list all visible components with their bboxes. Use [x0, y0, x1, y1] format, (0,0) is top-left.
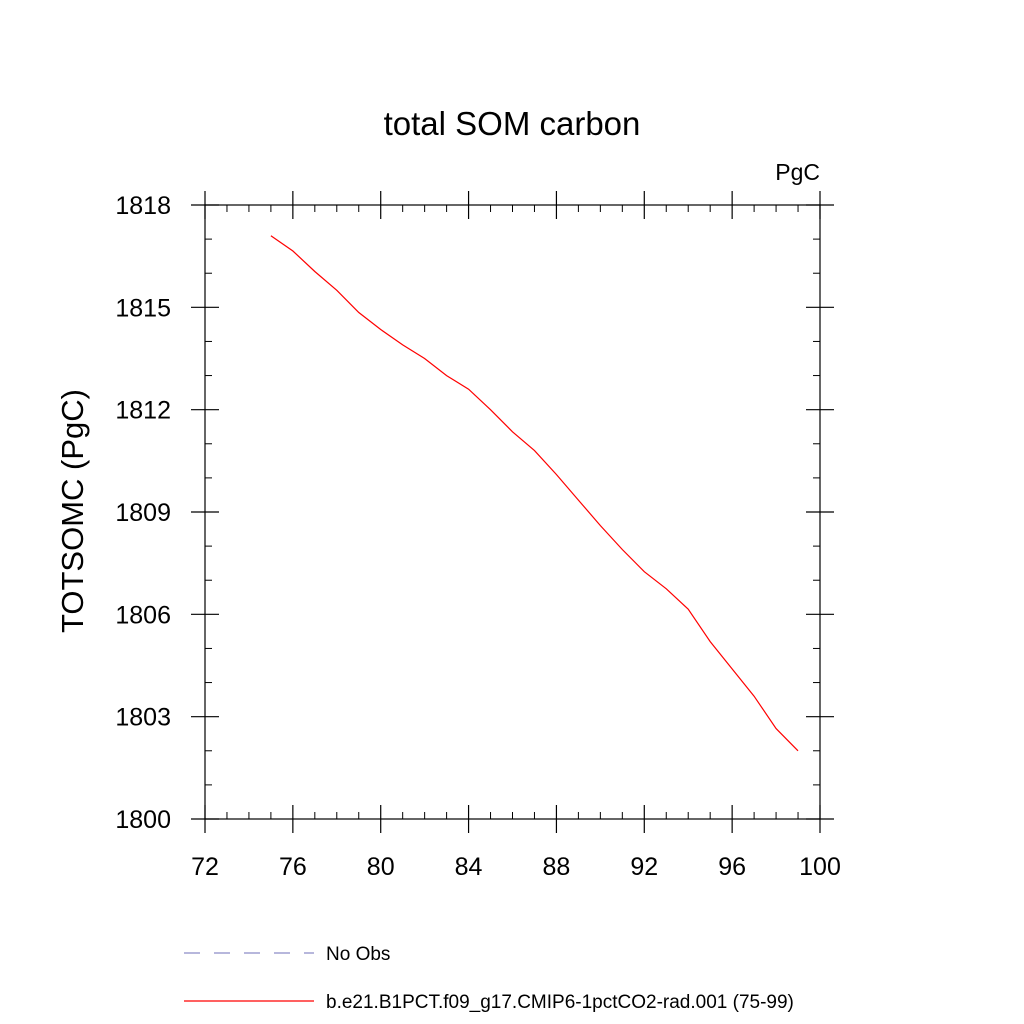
- chart-title: total SOM carbon: [384, 105, 641, 142]
- legend-label: b.e21.B1PCT.f09_g17.CMIP6-1pctCO2-rad.00…: [326, 992, 794, 1013]
- x-tick-label: 96: [718, 853, 746, 881]
- x-tick-label: 100: [799, 853, 841, 881]
- y-axis-label: TOTSOMC (PgC): [55, 389, 90, 633]
- y-tick-label: 1800: [115, 806, 171, 834]
- legend-label: No Obs: [326, 944, 390, 965]
- y-tick-label: 1803: [115, 704, 171, 732]
- y-tick-label: 1818: [115, 192, 171, 220]
- y-tick-label: 1812: [115, 397, 171, 425]
- units-label: PgC: [775, 159, 820, 185]
- y-tick-label: 1809: [115, 499, 171, 527]
- series-line: [270, 235, 799, 752]
- x-tick-label: 92: [630, 853, 658, 881]
- series-group: [270, 235, 799, 752]
- x-tick-label: 88: [543, 853, 571, 881]
- plot-frame: [204, 204, 821, 820]
- plot-area: 72 76 80 84 88 92 96 100 1800 1803 1806 1809 1812 181…: [115, 191, 841, 881]
- legend: No Obs b.e21.B1PCT.f09_g17.CMIP6-1pctCO2-…: [184, 944, 794, 1013]
- x-tick-label: 84: [455, 853, 483, 881]
- x-tick-label: 80: [367, 853, 395, 881]
- x-tick-label: 72: [191, 853, 219, 881]
- y-tick-label: 1815: [115, 294, 171, 322]
- x-tick-label: 76: [279, 853, 307, 881]
- y-tick-label: 1806: [115, 601, 171, 629]
